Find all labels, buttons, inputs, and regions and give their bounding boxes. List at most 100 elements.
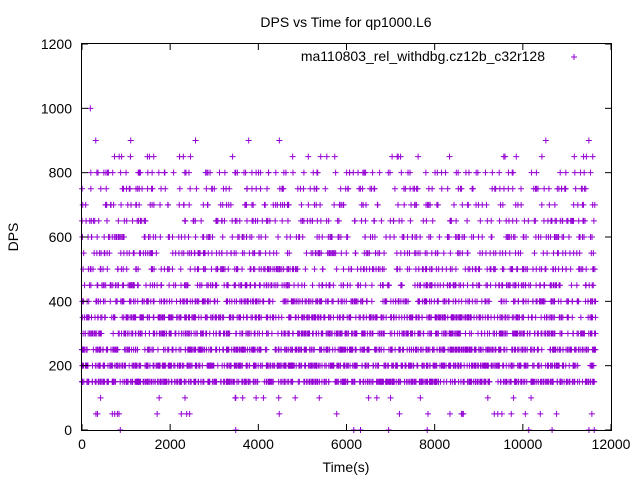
data-point	[542, 378, 549, 385]
data-point	[505, 314, 512, 321]
data-point	[554, 362, 561, 369]
data-point	[285, 314, 292, 321]
y-tick-label: 1200	[41, 36, 72, 52]
data-point	[319, 282, 326, 289]
data-point	[351, 217, 358, 224]
data-point	[94, 282, 101, 289]
data-point	[263, 217, 270, 224]
data-point	[309, 282, 316, 289]
data-point	[468, 330, 475, 337]
data-point	[312, 314, 319, 321]
data-point	[452, 330, 459, 337]
data-point	[526, 330, 533, 337]
data-point	[313, 378, 320, 385]
data-point	[349, 362, 356, 369]
data-point	[225, 330, 232, 337]
data-point	[588, 362, 595, 369]
data-point	[585, 137, 592, 144]
data-point	[568, 282, 575, 289]
data-point	[424, 346, 431, 353]
data-point	[423, 362, 430, 369]
data-point	[569, 314, 576, 321]
data-point	[234, 169, 241, 176]
y-tick-label: 600	[49, 229, 73, 245]
data-point	[275, 346, 282, 353]
data-point	[232, 394, 239, 401]
data-point	[280, 185, 287, 192]
data-point	[130, 282, 137, 289]
data-point	[538, 330, 545, 337]
data-point	[448, 346, 455, 353]
data-point	[520, 298, 527, 305]
data-point	[353, 298, 360, 305]
data-point	[81, 282, 88, 289]
data-point	[467, 346, 474, 353]
data-point	[537, 378, 544, 385]
data-point	[576, 378, 583, 385]
data-point	[545, 234, 552, 240]
data-point	[128, 330, 135, 337]
data-point	[285, 266, 292, 273]
data-point	[332, 378, 339, 385]
data-point	[469, 185, 476, 192]
data-point	[362, 169, 369, 176]
data-point	[323, 153, 330, 160]
data-point	[327, 314, 334, 321]
data-point	[128, 201, 135, 208]
data-point	[579, 185, 586, 192]
data-point	[123, 185, 130, 192]
data-point	[496, 169, 503, 176]
data-point	[188, 330, 195, 337]
data-point	[149, 169, 156, 176]
data-point	[284, 282, 291, 289]
data-point	[475, 201, 482, 208]
data-point	[148, 250, 155, 257]
data-point	[389, 153, 396, 160]
data-point	[102, 201, 109, 208]
data-point	[499, 314, 506, 321]
x-tick-label: 2000	[155, 436, 186, 452]
data-point	[589, 234, 596, 240]
data-point	[248, 169, 255, 176]
data-point	[538, 201, 545, 208]
data-point	[282, 362, 289, 369]
data-point	[457, 185, 464, 192]
data-point	[104, 169, 111, 176]
data-point	[510, 394, 517, 401]
data-point	[107, 282, 114, 289]
data-point	[120, 330, 127, 337]
data-point	[166, 282, 173, 289]
data-point	[341, 298, 348, 305]
data-point	[347, 282, 354, 289]
data-point	[345, 185, 352, 192]
data-point	[178, 410, 185, 417]
data-point	[446, 410, 453, 417]
data-point	[378, 314, 385, 321]
data-point	[372, 362, 379, 369]
data-point	[253, 185, 260, 192]
data-point	[380, 330, 387, 337]
data-point	[256, 266, 263, 273]
data-point	[398, 169, 405, 176]
data-point	[393, 250, 400, 257]
data-point	[123, 378, 130, 385]
y-tick-label: 0	[64, 422, 72, 438]
data-point	[182, 217, 189, 224]
data-point	[511, 282, 518, 289]
data-point	[447, 282, 454, 289]
data-point	[538, 314, 545, 321]
data-point	[364, 346, 371, 353]
data-point	[79, 201, 86, 208]
data-point	[443, 362, 450, 369]
data-point	[504, 282, 511, 289]
data-point	[127, 298, 134, 305]
data-point	[396, 314, 403, 321]
data-point	[284, 217, 291, 224]
data-point	[406, 346, 413, 353]
data-point	[219, 234, 226, 240]
data-point	[575, 298, 582, 305]
data-point	[411, 250, 418, 257]
data-point	[376, 378, 383, 385]
data-point	[107, 298, 114, 305]
data-point	[306, 362, 313, 369]
